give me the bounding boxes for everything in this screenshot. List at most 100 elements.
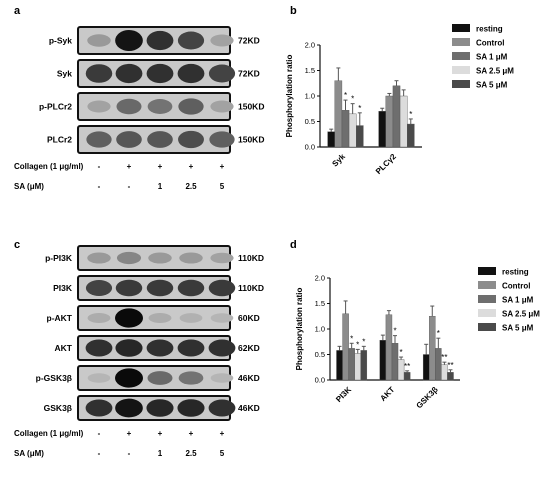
sa-dose: 1 — [158, 182, 163, 191]
blot-row-label: PI3K — [53, 283, 73, 293]
category-label: GSK3β — [415, 385, 440, 410]
significance-mark: * — [400, 348, 403, 357]
blot-row-label: p-PI3K — [45, 253, 73, 263]
blot-band — [87, 312, 111, 324]
legend-swatch — [478, 323, 496, 331]
blot-kd-label: 60KD — [238, 313, 260, 323]
blot-band — [208, 64, 236, 83]
collagen-sign: + — [220, 162, 225, 171]
sa-dose: 2.5 — [185, 182, 197, 191]
collagen-sign: + — [158, 162, 163, 171]
blot-band — [116, 251, 142, 265]
blot-band — [210, 34, 234, 47]
sa-dose: 2.5 — [185, 449, 197, 458]
bar — [407, 123, 415, 148]
blot-band — [87, 100, 111, 113]
blot-band — [147, 131, 173, 148]
blot-row-label: p-AKT — [47, 313, 73, 323]
significance-mark: * — [362, 337, 365, 346]
legend-label: SA 2.5 μM — [502, 310, 540, 319]
category-label: AKT — [378, 385, 396, 403]
blot-band — [85, 339, 113, 357]
blot-band — [87, 373, 111, 383]
blot-band — [178, 98, 204, 115]
collagen-sign: + — [189, 429, 194, 438]
blot-band — [210, 100, 234, 113]
blot-kd-label: 110KD — [238, 283, 264, 293]
blot-kd-label: 72KD — [238, 36, 260, 46]
significance-mark: * — [356, 340, 359, 349]
western-blot-panel-a: p-Syk 72KD Syk 72KD p-PLCr2 150KD PLCr2 150KD Co… — [14, 26, 264, 191]
bar — [385, 95, 394, 148]
bar — [399, 95, 408, 148]
blot-row-label: p-PLCr2 — [39, 102, 72, 112]
blot-kd-label: 62KD — [238, 343, 260, 353]
blot-row-label: Syk — [57, 69, 72, 79]
blot-band — [115, 398, 143, 418]
significance-mark: * — [350, 334, 353, 343]
significance-mark: * — [393, 327, 396, 336]
bar — [429, 316, 436, 381]
bar — [354, 353, 361, 381]
legend-label: SA 1 μM — [502, 296, 534, 305]
blot-row-label: p-GSK3β — [36, 373, 72, 383]
significance-mark: * — [358, 104, 361, 113]
bar — [403, 372, 411, 381]
collagen-sign: + — [220, 429, 225, 438]
blot-band — [179, 313, 203, 323]
collagen-sign: - — [98, 162, 101, 171]
significance-mark: * — [437, 329, 440, 338]
bar — [360, 350, 368, 381]
legend-swatch — [478, 309, 496, 317]
blot-band — [115, 339, 143, 357]
blot-band — [86, 131, 112, 148]
blot-band — [115, 279, 143, 297]
collagen-sign: + — [127, 429, 132, 438]
sa-dose: - — [98, 449, 101, 458]
western-blot-panel-c: p-PI3K 110KD PI3K 110KD p-AKT 60KD AKT 62KD p-GS… — [14, 245, 264, 458]
bar — [327, 131, 335, 148]
blot-band — [87, 252, 111, 264]
blot-row-label: PLCr2 — [47, 135, 72, 145]
blot-band — [148, 252, 172, 264]
legend-swatch — [452, 38, 470, 46]
blot-kd-label: 150KD — [238, 102, 264, 112]
panel-d-letter: d — [290, 239, 297, 251]
bar — [342, 313, 349, 381]
sa-dose: - — [128, 449, 131, 458]
y-tick-label: 2.0 — [305, 41, 315, 50]
panel-b-letter: b — [290, 5, 297, 17]
blot-band — [146, 399, 174, 417]
blot-kd-label: 46KD — [238, 403, 260, 413]
legend-swatch — [452, 66, 470, 74]
blot-band — [177, 31, 205, 50]
legend-swatch — [478, 295, 496, 303]
bar — [356, 125, 364, 148]
blot-band — [146, 339, 174, 357]
y-axis-title: Phosphorylation ratio — [295, 288, 304, 371]
blot-band — [115, 30, 143, 51]
sa-dose: 5 — [220, 449, 225, 458]
legend-swatch — [478, 281, 496, 289]
sa-label: SA (μM) — [14, 182, 44, 191]
blot-band — [85, 280, 113, 296]
sa-dose: - — [128, 182, 131, 191]
collagen-sign: + — [158, 429, 163, 438]
blot-kd-label: 150KD — [238, 135, 264, 145]
blot-band — [115, 368, 143, 388]
bar — [447, 372, 454, 381]
legend-swatch — [478, 267, 496, 275]
bar-chart-panel-b: 0.0 0.5 1.0 1.5 2.0 Phosphorylation ratio * * * S… — [285, 24, 514, 176]
blot-band — [210, 373, 234, 383]
y-tick-label: 0.0 — [315, 376, 325, 385]
blot-band — [116, 131, 142, 148]
blot-band — [208, 339, 236, 357]
sa-label: SA (μM) — [14, 449, 44, 458]
blot-band — [177, 63, 205, 84]
y-tick-label: 0.5 — [305, 117, 315, 126]
legend-label: SA 1 μM — [476, 53, 508, 62]
blot-band — [178, 371, 204, 385]
y-tick-label: 1.0 — [305, 92, 315, 101]
category-label: PLCγ2 — [374, 152, 398, 176]
